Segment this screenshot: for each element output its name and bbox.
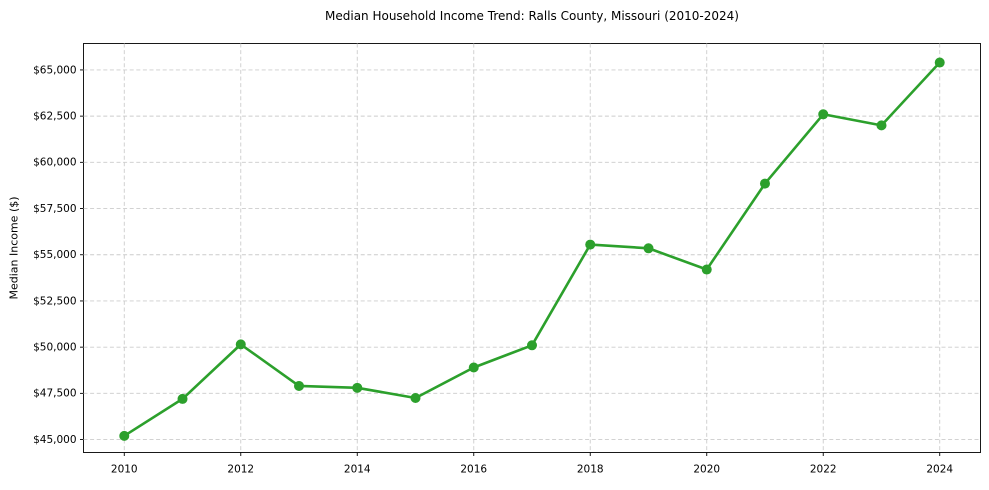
data-point-2024 xyxy=(934,57,945,68)
x-tick-label: 2022 xyxy=(810,464,837,476)
data-point-2016 xyxy=(468,362,479,373)
y-tick-label: $60,000 xyxy=(33,157,76,169)
y-tick-label: $47,500 xyxy=(33,388,76,400)
y-tick-label: $50,000 xyxy=(33,342,76,354)
data-point-2021 xyxy=(759,178,770,189)
data-point-2019 xyxy=(643,243,654,254)
x-tick-label: 2010 xyxy=(111,464,138,476)
data-point-2015 xyxy=(410,392,421,403)
data-point-2011 xyxy=(177,393,188,404)
data-point-2023 xyxy=(876,120,887,131)
chart-title: Median Household Income Trend: Ralls Cou… xyxy=(325,9,739,23)
data-point-2010 xyxy=(119,430,130,441)
x-tick-label: 2014 xyxy=(344,464,371,476)
data-point-2013 xyxy=(294,380,305,391)
y-tick-label: $57,500 xyxy=(33,203,76,215)
data-point-2014 xyxy=(352,382,363,393)
plot-area xyxy=(83,43,981,453)
data-point-2012 xyxy=(235,339,246,350)
x-tick-label: 2016 xyxy=(460,464,487,476)
y-tick-label: $65,000 xyxy=(33,64,76,76)
y-tick-label: $45,000 xyxy=(33,434,76,446)
y-tick-label: $55,000 xyxy=(33,249,76,261)
x-tick-label: 2018 xyxy=(577,464,604,476)
data-point-2017 xyxy=(527,340,537,351)
x-tick-label: 2024 xyxy=(926,464,953,476)
data-point-2020 xyxy=(701,264,712,275)
y-tick-label: $62,500 xyxy=(33,110,76,122)
data-point-2022 xyxy=(818,109,829,120)
x-tick-label: 2012 xyxy=(227,464,254,476)
y-tick-label: $52,500 xyxy=(33,295,76,307)
x-tick-label: 2020 xyxy=(693,464,720,476)
data-point-2018 xyxy=(585,239,596,250)
